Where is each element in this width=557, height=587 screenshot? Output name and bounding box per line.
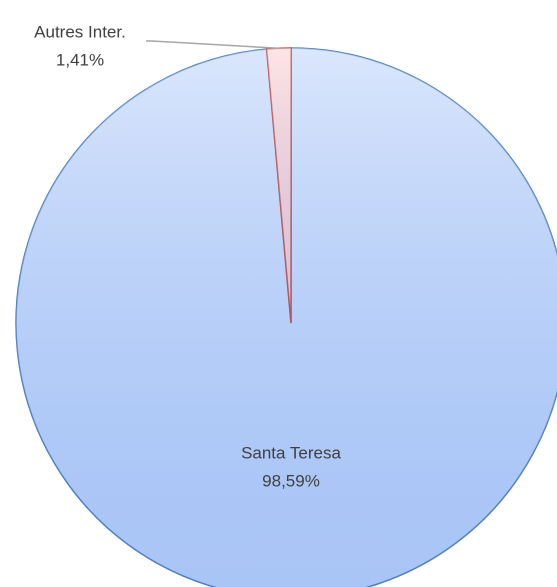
- slice-label: Autres Inter.: [34, 22, 126, 41]
- slice-shade: [16, 48, 557, 587]
- pie: [15, 47, 557, 587]
- slice-value-label: 98,59%: [262, 471, 320, 490]
- slice-value-label: 1,41%: [56, 50, 104, 69]
- labels: Santa Teresa 98,59% Autres Inter. 1,41%: [34, 22, 341, 490]
- slice-label: Santa Teresa: [241, 443, 341, 462]
- slice-shade: [266, 48, 291, 323]
- leader-line: [146, 40, 279, 50]
